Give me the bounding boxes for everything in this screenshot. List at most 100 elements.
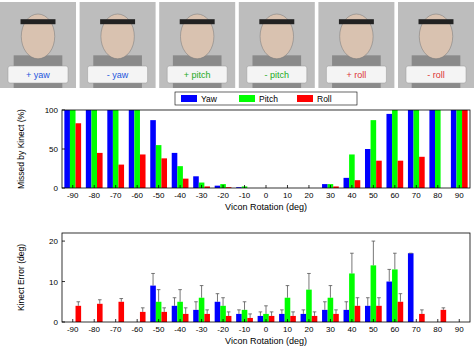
error-stem	[121, 299, 122, 302]
photo: + yaw	[0, 2, 76, 88]
x-tick-label: 20	[304, 325, 313, 334]
error-cap	[77, 301, 81, 302]
photo-label: + roll	[347, 70, 367, 80]
legend-label: Pitch	[259, 94, 278, 104]
bar	[161, 312, 167, 322]
error-bar	[372, 241, 376, 265]
error-stem	[174, 298, 175, 306]
error-stem	[314, 312, 315, 316]
error-bar	[393, 253, 397, 269]
error-bar	[184, 308, 188, 314]
photo-label-box	[8, 66, 68, 83]
error-stem	[336, 310, 337, 314]
error-stem	[78, 302, 79, 306]
marks	[76, 241, 447, 322]
legend-swatch	[181, 95, 197, 102]
error-cap	[237, 309, 241, 310]
bar	[462, 110, 468, 188]
error-stem	[158, 290, 159, 302]
error-bar	[329, 286, 333, 298]
error-cap	[302, 309, 306, 310]
bar	[328, 184, 334, 188]
y-tick	[62, 110, 65, 111]
bar	[76, 123, 82, 188]
bar	[344, 310, 350, 322]
error-stem	[293, 312, 294, 316]
x-tick	[351, 319, 352, 322]
bar	[392, 110, 398, 188]
bar	[199, 298, 205, 322]
bar	[322, 184, 328, 188]
error-bar	[237, 310, 241, 314]
error-bar	[243, 302, 247, 310]
bar	[376, 161, 382, 188]
bar	[236, 314, 242, 322]
x-tick-label: 80	[433, 191, 442, 200]
error-bar	[98, 300, 102, 304]
error-stem	[330, 286, 331, 298]
x-tick-label: 50	[369, 191, 378, 200]
bar	[177, 166, 183, 188]
x-tick	[244, 319, 245, 322]
photo-bg	[159, 2, 235, 88]
y-tick-label: 100	[45, 106, 59, 115]
error-stem	[244, 302, 245, 310]
x-tick	[94, 185, 95, 188]
error-stem	[400, 294, 401, 302]
photo-label: + pitch	[184, 70, 211, 80]
x-tick	[137, 319, 138, 322]
x-tick	[416, 319, 417, 322]
bar	[290, 316, 296, 322]
x-tick-label: -10	[239, 325, 251, 334]
error-cap	[372, 241, 376, 242]
x-tick-label: -90	[67, 325, 79, 334]
error-cap	[420, 309, 424, 310]
x-tick	[351, 185, 352, 188]
legend-box	[175, 92, 357, 105]
x-tick	[437, 319, 438, 322]
bar	[70, 110, 76, 188]
x-tick-label: 40	[347, 325, 356, 334]
bar	[150, 120, 156, 188]
chart: 050100-90-80-70-60-50-40-30-20-100102030…	[16, 92, 470, 212]
error-bar	[302, 310, 306, 314]
y-axis-label: Missed by Kinect (%)	[16, 109, 26, 189]
error-cap	[280, 309, 284, 310]
x-tick	[308, 185, 309, 188]
photo-label: - pitch	[265, 70, 290, 80]
x-tick-label: 30	[326, 325, 335, 334]
x-tick-label: 10	[283, 325, 292, 334]
chart: 01020-90-80-70-60-50-40-30-20-1001020304…	[16, 233, 470, 346]
error-cap	[345, 301, 349, 302]
y-tick-label: 20	[49, 237, 58, 246]
error-stem	[303, 310, 304, 314]
error-stem	[223, 298, 224, 306]
error-stem	[373, 241, 374, 265]
bar	[134, 110, 140, 188]
bar	[333, 314, 339, 322]
photo-label: - roll	[427, 70, 445, 80]
error-bar	[141, 308, 145, 312]
bar	[398, 161, 404, 188]
error-cap	[442, 307, 446, 308]
error-cap	[216, 293, 220, 294]
plot-frame	[62, 233, 470, 322]
x-tick	[308, 319, 309, 322]
error-cap	[350, 253, 354, 254]
error-stem	[195, 302, 196, 310]
x-tick	[180, 319, 181, 322]
bar	[456, 110, 462, 188]
error-stem	[238, 310, 239, 314]
photo-head	[340, 14, 373, 59]
bar	[419, 314, 425, 322]
x-tick-label: 40	[347, 191, 356, 200]
x-tick-label: 80	[433, 325, 442, 334]
error-bar	[162, 308, 166, 312]
error-stem	[351, 253, 352, 273]
error-cap	[286, 285, 290, 286]
bar	[312, 316, 318, 322]
bar	[301, 314, 307, 322]
error-bar	[334, 310, 338, 314]
x-tick	[459, 319, 460, 322]
error-bar	[259, 312, 263, 316]
